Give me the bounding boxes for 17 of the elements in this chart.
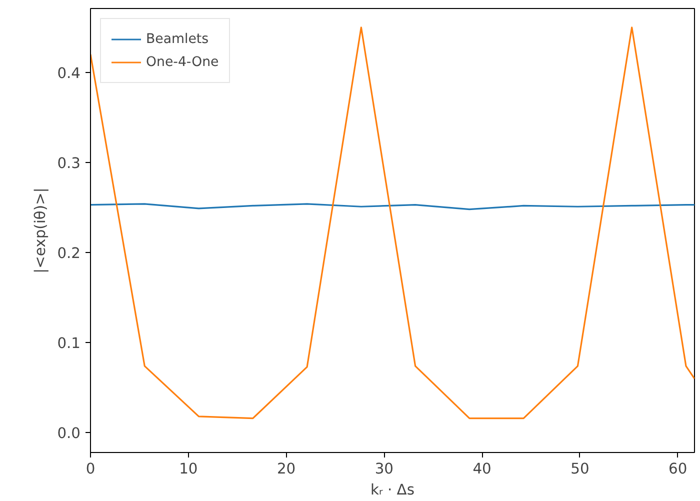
x-tick-label: 60 bbox=[668, 460, 688, 478]
y-tick-label: 0.1 bbox=[57, 335, 81, 352]
x-tick-label: 0 bbox=[86, 460, 96, 478]
y-tick-label: 0.4 bbox=[57, 64, 81, 82]
legend-label: Beamlets bbox=[146, 32, 209, 46]
y-tick-label: 0.0 bbox=[57, 425, 81, 442]
line-series bbox=[90, 26, 694, 420]
y-tick-label: 0.2 bbox=[57, 245, 81, 262]
x-axis-title: kᵣ · Δs bbox=[370, 482, 414, 498]
x-tick-label: 30 bbox=[374, 460, 394, 478]
y-tick-label: 0.3 bbox=[57, 155, 81, 172]
y-axis-title: |<exp(iθ)>| bbox=[32, 188, 50, 274]
x-tick-label: 10 bbox=[179, 460, 198, 478]
legend-label: One-4-One bbox=[146, 54, 219, 70]
x-tick-label: 40 bbox=[472, 460, 492, 478]
x-tick-label: 50 bbox=[570, 460, 590, 478]
x-tick-label: 20 bbox=[276, 460, 296, 478]
